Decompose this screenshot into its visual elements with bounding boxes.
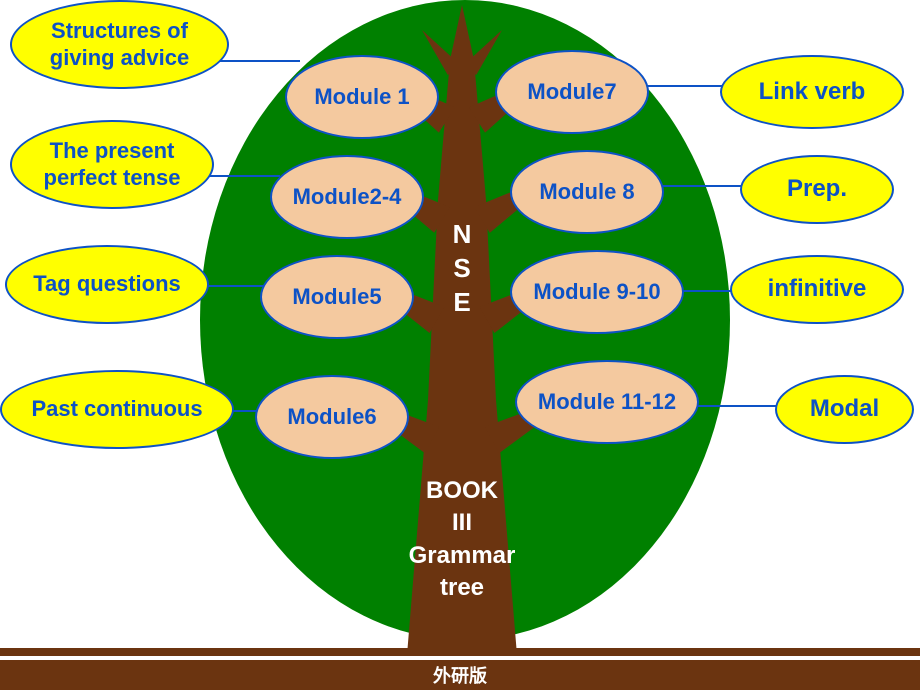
topic-node-right-0: Link verb: [720, 55, 904, 129]
connector-line: [200, 175, 280, 177]
topic-node-right-2: infinitive: [730, 255, 904, 324]
topic-node-right-3: Modal: [775, 375, 914, 444]
footer-label: 外研版: [433, 662, 487, 688]
connector-line: [690, 405, 780, 407]
connector-line: [200, 285, 270, 287]
module-node-right-0: Module7: [495, 50, 649, 134]
topic-node-right-1: Prep.: [740, 155, 894, 224]
connector-line: [215, 60, 300, 62]
trunk-label-nse: N S E: [362, 218, 562, 319]
module-node-left-3: Module6: [255, 375, 409, 459]
topic-node-left-3: Past continuous: [0, 370, 234, 449]
connector-line: [655, 185, 750, 187]
topic-node-left-2: Tag questions: [5, 245, 209, 324]
footer-bar: 外研版: [0, 660, 920, 690]
module-node-right-3: Module 11-12: [515, 360, 699, 444]
connector-line: [640, 85, 730, 87]
topic-node-left-1: The present perfect tense: [10, 120, 214, 209]
module-node-left-0: Module 1: [285, 55, 439, 139]
topic-node-left-0: Structures of giving advice: [10, 0, 229, 89]
trunk-label-book: BOOK III Grammar tree: [362, 475, 562, 605]
ground-line: [0, 648, 920, 656]
